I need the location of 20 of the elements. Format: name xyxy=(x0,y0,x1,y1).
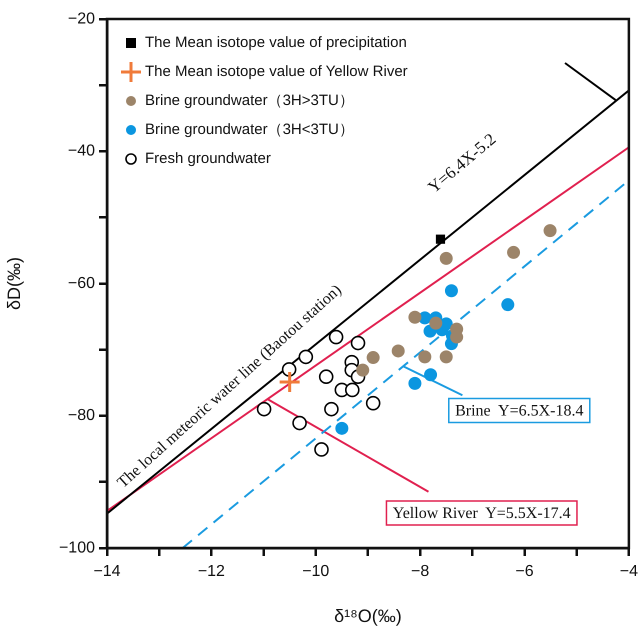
x-tick-label: −10 xyxy=(302,563,330,580)
x-axis-title: δ¹⁸O(‰) xyxy=(334,606,402,626)
legend-label: Brine groundwater（3H<3TU） xyxy=(145,121,354,138)
x-tick-label: −14 xyxy=(93,563,121,580)
y-axis-title: δD(‰) xyxy=(4,256,24,310)
legend-label: Fresh groundwater xyxy=(145,150,271,168)
legend-label: The Mean isotope value of precipitation xyxy=(145,34,407,52)
x-tick-label: −4 xyxy=(620,563,638,580)
legend-label: Brine groundwater（3H>3TU） xyxy=(145,92,354,110)
legend-label: The Mean isotope value of Yellow River xyxy=(145,63,408,80)
y-tick-label: −40 xyxy=(68,142,96,160)
x-tick-label: −6 xyxy=(515,563,534,580)
y-tick-label: −100 xyxy=(58,539,96,556)
annotation: Brine Y=6.5X-18.4 xyxy=(455,402,584,420)
y-tick-label: −20 xyxy=(68,10,96,28)
x-tick-label: −8 xyxy=(411,563,430,580)
x-tick-label: −12 xyxy=(198,563,226,580)
annotation: Yellow River Y=5.5X-17.4 xyxy=(392,505,571,522)
y-tick-label: −80 xyxy=(68,407,96,424)
y-tick-label: −60 xyxy=(68,274,96,292)
